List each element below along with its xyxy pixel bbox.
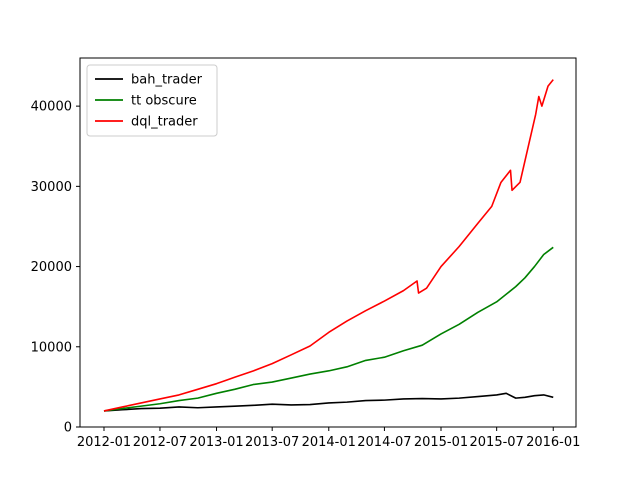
legend-label-1: tt obscure xyxy=(131,94,197,109)
x-tick-label: 2012-01 xyxy=(77,435,131,450)
x-tick-label: 2014-07 xyxy=(357,435,411,450)
y-axis: 0 10000 20000 30000 40000 xyxy=(31,100,80,436)
plot-frame xyxy=(79,57,577,428)
series-line-1 xyxy=(103,246,554,412)
x-tick-label: 2012-07 xyxy=(133,435,187,450)
series-layer xyxy=(103,79,554,412)
y-tick-label: 10000 xyxy=(31,340,72,355)
legend-label-2: dql_trader xyxy=(131,115,198,130)
x-axis: 2012-01 2012-07 2013-01 2013-07 2014-01 2014-… xyxy=(77,427,580,450)
legend-label-0: bah_trader xyxy=(131,73,203,88)
y-tick-label: 40000 xyxy=(31,100,72,115)
y-tick-label: 30000 xyxy=(31,180,72,195)
x-tick-label: 2016-01 xyxy=(526,435,580,450)
y-tick-label: 20000 xyxy=(31,260,72,275)
x-tick-label: 2013-07 xyxy=(245,435,299,450)
x-tick-label: 2015-01 xyxy=(414,435,468,450)
series-line-0 xyxy=(103,392,554,412)
series-line-2 xyxy=(103,79,554,412)
x-tick-label: 2015-07 xyxy=(470,435,524,450)
legend-box xyxy=(86,64,218,137)
y-tick-label: 0 xyxy=(64,421,72,436)
x-tick-label: 2013-01 xyxy=(189,435,243,450)
x-tick-label: 2014-01 xyxy=(302,435,356,450)
